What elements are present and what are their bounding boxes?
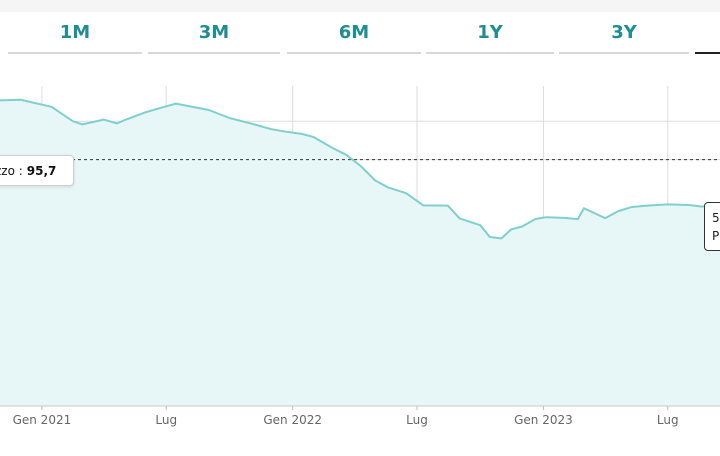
x-tick-label-3: Lug [406, 413, 428, 427]
tooltip-left: zzo : 95,7 [0, 155, 74, 186]
tab-current[interactable] [695, 12, 720, 54]
chart-area: Gen 2021 Lug Gen 2022 Lug Gen 2023 Lug zzo : … [0, 58, 720, 456]
price-line [0, 98, 720, 240]
tab-1y[interactable]: 1Y [426, 12, 554, 54]
x-tick-label-5: Lug [657, 413, 679, 427]
tooltip-left-label: zzo : [0, 163, 23, 178]
tooltip-right-line1: 5 [712, 211, 720, 225]
x-tick-label-4: Gen 2023 [514, 413, 573, 427]
tab-6m[interactable]: 6M [287, 12, 421, 54]
tooltip-left-value: 95,7 [26, 163, 57, 178]
range-tabs: 1M 3M 6M 1Y 3Y [0, 12, 720, 58]
tooltip-right: 5 P [704, 202, 720, 251]
top-band [0, 0, 720, 12]
price-area [0, 99, 720, 406]
tab-1m[interactable]: 1M [8, 12, 142, 54]
x-tick-label-1: Lug [155, 413, 177, 427]
tab-3m[interactable]: 3M [148, 12, 280, 54]
price-chart: Gen 2021 Lug Gen 2022 Lug Gen 2023 Lug [0, 58, 720, 456]
x-tick-label-0: Gen 2021 [13, 413, 72, 427]
x-tick-label-2: Gen 2022 [263, 413, 322, 427]
tab-3y[interactable]: 3Y [559, 12, 689, 54]
tooltip-right-line2: P [712, 229, 720, 243]
